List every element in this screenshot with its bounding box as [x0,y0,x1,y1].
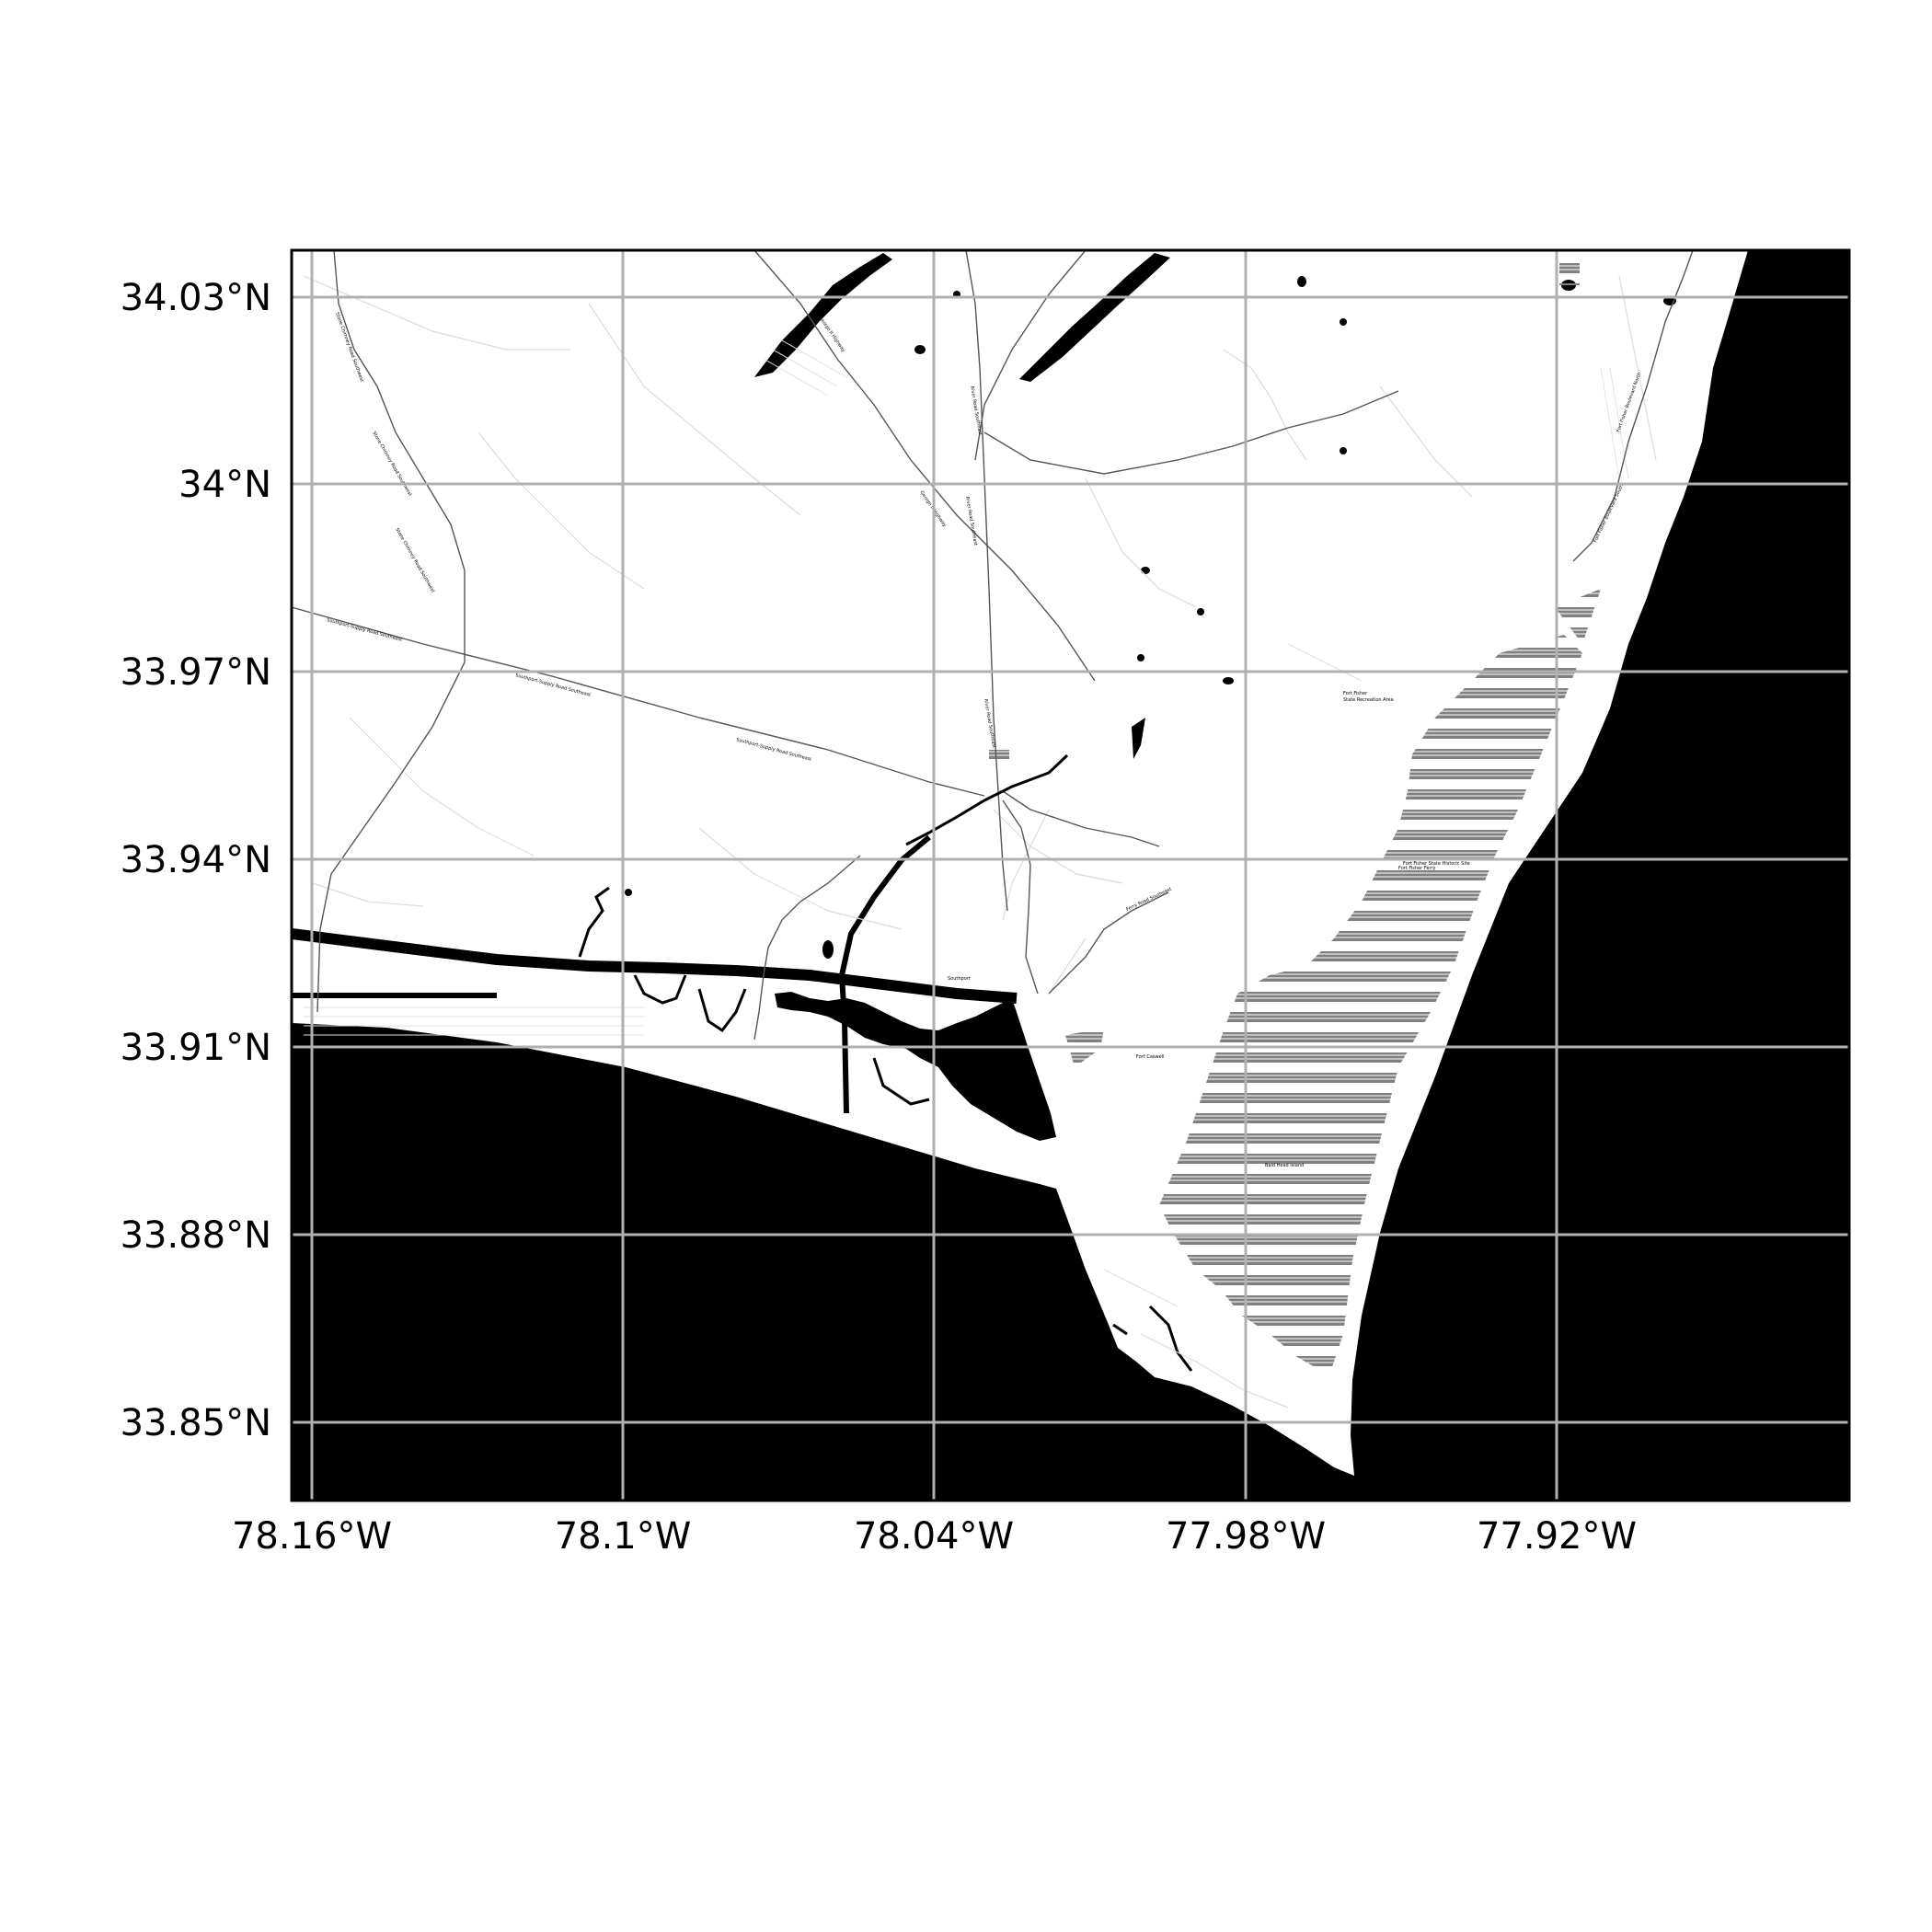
minor-roads [303,275,1657,1409]
y-tick-label: 33.88°N [121,1214,271,1257]
y-tick-label: 33.94°N [121,839,271,881]
svg-text:Bald Head Island: Bald Head Island [1265,1163,1304,1168]
hatch-patch-north [1559,258,1580,285]
x-tick-label: 78.04°W [854,1515,1014,1558]
hatch-patch-west [989,750,1009,763]
svg-text:Southport: Southport [948,976,971,982]
y-tick-label: 33.97°N [121,651,271,694]
place-labels: Fort Fisher State Recreation Area Fort F… [948,691,1470,1168]
x-tick-label: 77.92°W [1477,1515,1637,1558]
reserve-beach-hatched [1555,589,1601,644]
town-grid [304,339,1629,1036]
svg-text:Fort Caswell: Fort Caswell [1136,1054,1164,1060]
highway [905,753,1069,846]
river-branch-north [754,253,892,377]
x-tick-label: 78.1°W [555,1515,692,1558]
svg-text:State Recreation Area: State Recreation Area [1343,697,1394,703]
x-tick-label: 77.98°W [1166,1515,1326,1558]
map-area: Stone Chimney Road Southwest Stone Chimn… [292,250,1849,1501]
tidal-creeks [578,886,1193,1372]
estuary-water [775,992,1056,1141]
svg-text:Fort Fisher State Historic Sit: Fort Fisher State Historic Site [1403,861,1470,867]
y-tick-label: 33.91°N [121,1027,271,1069]
atlantic-ocean [292,250,1849,1501]
y-axis-labels: 34.03°N 34°N 33.97°N 33.94°N 33.91°N 33.… [121,277,271,1444]
y-tick-label: 34°N [178,464,271,506]
y-tick-label: 34.03°N [121,277,271,319]
y-tick-label: 33.85°N [121,1402,271,1444]
svg-text:Fort Fisher: Fort Fisher [1343,691,1368,696]
svg-text:Fort Fisher Ferry: Fort Fisher Ferry [1398,866,1435,871]
x-tick-label: 78.16°W [232,1515,392,1558]
x-axis-labels: 78.16°W 78.1°W 78.04°W 77.98°W 77.92°W [232,1515,1637,1558]
intracoastal-waterway [292,928,1018,1004]
river-branch-northeast [1019,253,1170,382]
reserve-marsh-hatched [1159,635,1582,1375]
axes-frame [290,248,1851,1502]
grid-lines [292,250,1849,1501]
